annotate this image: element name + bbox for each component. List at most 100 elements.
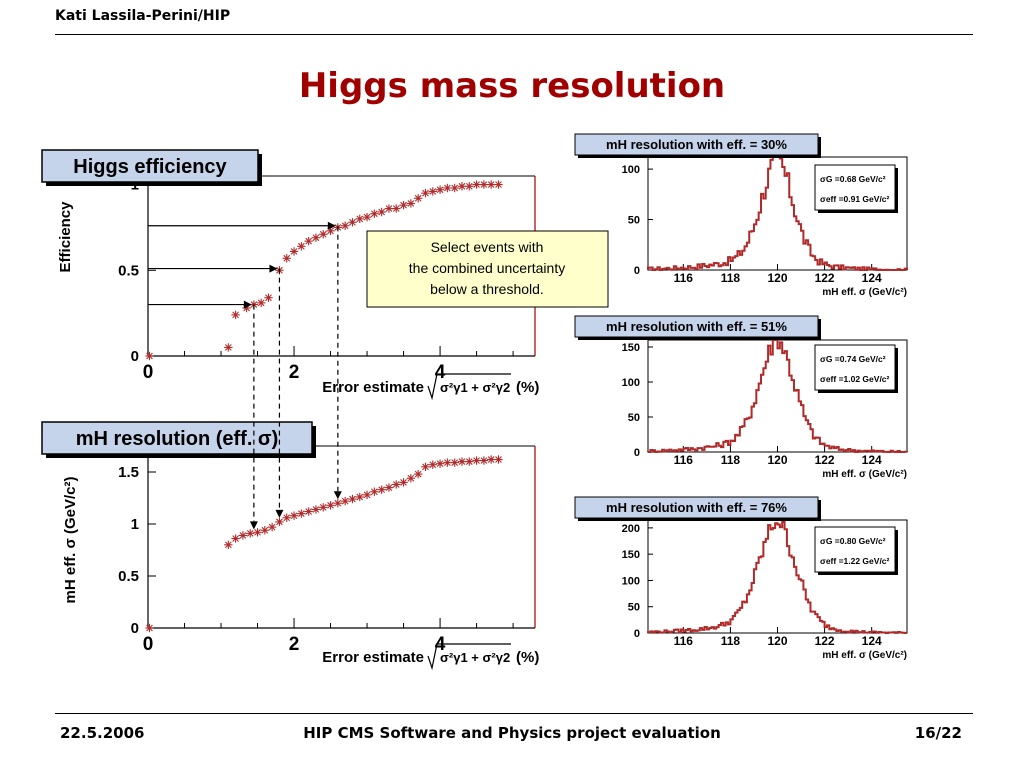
- marker-stroke: [305, 237, 313, 245]
- marker-stroke: [246, 530, 254, 537]
- marker-stroke: [363, 213, 371, 221]
- marker-stroke: [480, 181, 488, 188]
- y-axis-label: mH eff. σ (GeV/c²): [62, 477, 79, 604]
- data-point: [282, 254, 291, 263]
- marker-stroke: [473, 457, 480, 464]
- data-point: [260, 526, 270, 535]
- marker-stroke: [407, 200, 415, 207]
- y-tick-label: 150: [622, 549, 640, 561]
- data-point: [340, 221, 350, 230]
- marker-stroke: [400, 479, 407, 486]
- marker-stroke: [422, 189, 429, 197]
- data-point: [231, 534, 240, 543]
- stats-box: [814, 344, 896, 391]
- title-box: [41, 421, 313, 455]
- y-tick-label: 0.5: [118, 262, 139, 279]
- data-point: [297, 242, 306, 251]
- title-box: [41, 149, 259, 183]
- callout-background: [366, 230, 609, 308]
- marker-stroke: [392, 205, 400, 212]
- marker-stroke: [495, 456, 502, 463]
- data-point: [282, 513, 291, 522]
- data-point: [362, 212, 372, 222]
- data-point: [370, 209, 379, 218]
- marker-stroke: [334, 499, 342, 507]
- x-tick-label: 122: [815, 453, 835, 467]
- marker-stroke: [378, 208, 386, 216]
- projection-arrow-head: [333, 491, 342, 500]
- marker-stroke: [290, 248, 298, 255]
- marker-stroke: [327, 501, 334, 509]
- panel-title: mH resolution with eff. = 30%: [606, 137, 787, 152]
- data-point: [421, 462, 430, 471]
- data-point: [399, 200, 408, 210]
- marker-stroke: [232, 535, 239, 542]
- data-point: [457, 182, 467, 191]
- data-point: [472, 456, 481, 465]
- stats-box: [814, 164, 896, 211]
- marker-stroke: [392, 481, 400, 488]
- marker-stroke: [451, 184, 459, 192]
- callout-line: the combined uncertainty: [409, 260, 565, 276]
- marker-stroke: [283, 514, 291, 522]
- marker-stroke: [363, 491, 371, 499]
- y-tick-label: 0: [634, 628, 640, 640]
- marker-stroke: [356, 215, 364, 223]
- data-point: [406, 474, 416, 483]
- data-point: [399, 478, 408, 487]
- marker-stroke: [146, 624, 153, 632]
- data-point: [450, 183, 459, 193]
- y-tick-label: 1.5: [118, 464, 139, 481]
- data-point: [435, 459, 445, 468]
- marker-stroke: [224, 344, 232, 351]
- marker-stroke: [436, 460, 444, 468]
- data-point: [319, 503, 328, 512]
- data-point: [355, 214, 364, 224]
- marker-stroke: [458, 182, 466, 190]
- y-tick-label: 200: [622, 523, 640, 535]
- x-axis-label: mH eff. σ (GeV/c²): [822, 469, 907, 480]
- stats-line: σeff =1.02 GeV/c²: [820, 374, 890, 384]
- marker-stroke: [436, 186, 444, 194]
- data-point: [311, 233, 321, 242]
- x-tick-label: 0: [143, 362, 154, 383]
- callout-box: Select events with the combined uncertain…: [366, 230, 609, 308]
- data-point: [443, 183, 452, 193]
- x-tick-label: 2: [289, 362, 300, 383]
- marker-stroke: [385, 484, 393, 491]
- marker-stroke: [378, 486, 386, 494]
- data-point: [465, 182, 474, 191]
- marker-stroke: [341, 497, 349, 505]
- marker-stroke: [319, 230, 327, 238]
- x-tick-label: 116: [674, 453, 694, 467]
- x-tick-label: 122: [815, 271, 835, 285]
- marker-stroke: [265, 294, 272, 302]
- y-tick-label: 150: [622, 342, 640, 354]
- threshold-arrow-head: [269, 264, 278, 273]
- y-tick-label: 0: [131, 348, 139, 365]
- data-point: [413, 469, 423, 479]
- marker-stroke: [385, 205, 393, 212]
- panel-title-box: [574, 315, 819, 338]
- data-point: [304, 507, 313, 516]
- marker-stroke: [370, 488, 378, 496]
- x-tick-label: 118: [721, 634, 741, 648]
- footer-rule: [55, 713, 973, 714]
- data-point: [362, 490, 372, 500]
- x-tick-label: 2: [289, 634, 300, 655]
- marker-stroke: [480, 457, 488, 464]
- footer-page: 16/22: [914, 724, 962, 742]
- stats-line: σG =0.80 GeV/c²: [820, 536, 886, 546]
- x-tick-label: 0: [143, 634, 154, 655]
- histogram-bars: [647, 339, 908, 453]
- marker-stroke: [370, 210, 378, 218]
- data-point: [384, 483, 394, 492]
- data-point: [297, 509, 306, 518]
- data-point: [428, 187, 437, 196]
- threshold-arrow-head: [243, 300, 252, 309]
- marker-stroke: [232, 311, 239, 319]
- marker-stroke: [429, 188, 437, 195]
- marker-stroke: [305, 508, 313, 515]
- data-point: [377, 485, 386, 494]
- marker-stroke: [297, 242, 305, 250]
